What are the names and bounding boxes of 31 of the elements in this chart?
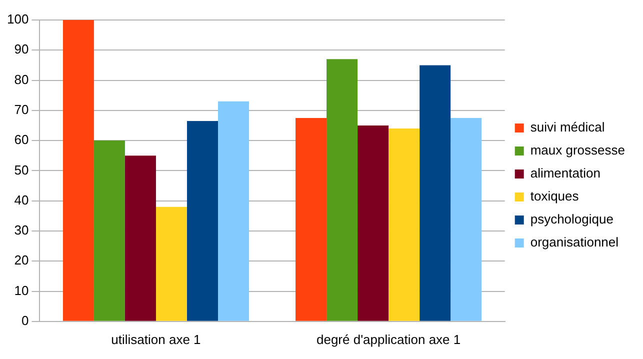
legend-label: alimentation — [530, 166, 600, 181]
y-tick-label: 40 — [14, 192, 29, 208]
bar — [450, 118, 482, 321]
legend-label: organisationnel — [530, 234, 619, 250]
x-tick-label: utilisation axe 1 — [111, 332, 201, 347]
y-tick-label: 70 — [14, 102, 29, 117]
bar — [326, 59, 358, 321]
bar — [62, 20, 94, 321]
bar — [388, 128, 420, 321]
x-tick-label: degré d'application axe 1 — [316, 332, 461, 347]
y-tick-label: 90 — [14, 42, 29, 57]
y-tick-label: 80 — [14, 72, 29, 87]
y-tick-label: 0 — [21, 312, 29, 328]
y-tick-label: 100 — [6, 12, 29, 27]
bar — [358, 125, 389, 321]
bar — [218, 101, 250, 321]
legend-label: suivi médical — [530, 120, 605, 135]
legend-label: maux grossesse — [530, 142, 626, 158]
bar — [296, 118, 327, 321]
bar — [156, 206, 187, 321]
bar — [124, 156, 156, 321]
y-tick-label: 60 — [14, 132, 29, 148]
legend-label: psychologique — [530, 212, 614, 227]
bar — [94, 140, 125, 321]
bar — [420, 65, 451, 321]
legend-label: toxiques — [530, 188, 580, 204]
y-tick-label: 10 — [14, 282, 29, 298]
y-tick-label: 30 — [14, 222, 29, 238]
bar — [186, 120, 218, 321]
y-tick-label: 20 — [14, 252, 29, 268]
y-tick-label: 50 — [14, 162, 29, 178]
